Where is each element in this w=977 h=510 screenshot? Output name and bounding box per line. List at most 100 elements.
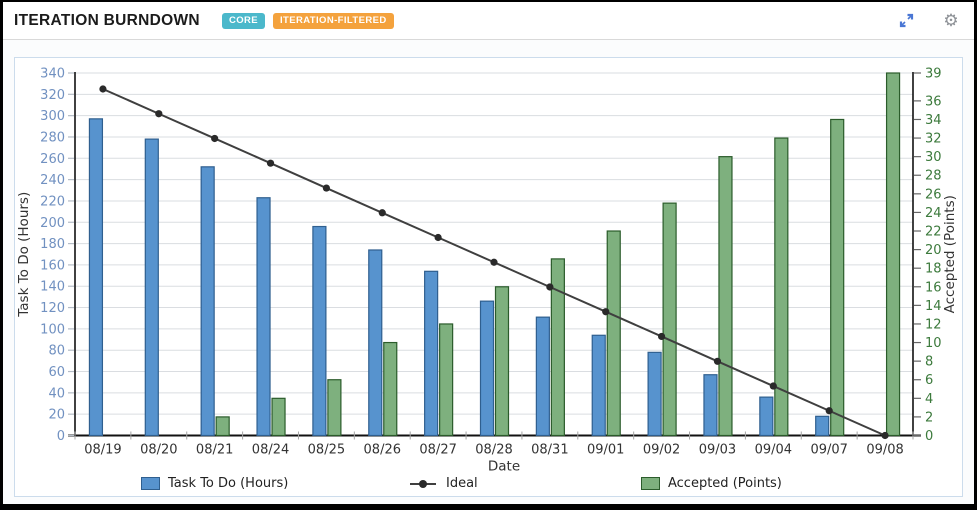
bar-task-to-do[interactable] xyxy=(703,374,718,437)
expand-icon[interactable] xyxy=(897,12,915,30)
iteration-filtered-badge: ITERATION-FILTERED xyxy=(273,12,394,29)
bar-accepted[interactable] xyxy=(550,258,565,437)
left-axis-tick-label: 140 xyxy=(40,280,65,295)
x-axis-title: Date xyxy=(488,459,520,475)
bar-task-to-do[interactable] xyxy=(647,351,662,437)
x-axis-label: 09/01 xyxy=(587,443,624,458)
chart-legend: Task To Do (Hours) Ideal Acce xyxy=(15,476,962,494)
x-axis-label: 08/26 xyxy=(364,443,401,458)
left-axis-tick-label: 240 xyxy=(40,173,65,188)
ideal-point[interactable] xyxy=(322,184,330,192)
ideal-point[interactable] xyxy=(546,283,554,291)
gear-icon[interactable]: ⚙ xyxy=(943,10,959,31)
bar-task-to-do[interactable] xyxy=(759,396,774,437)
legend-item-accepted[interactable]: Accepted (Points) xyxy=(641,476,782,491)
bar-task-to-do[interactable] xyxy=(815,415,830,437)
bar-accepted[interactable] xyxy=(327,379,342,437)
legend-marker-ideal xyxy=(408,478,438,490)
ideal-point[interactable] xyxy=(266,159,275,167)
bar-task-to-do[interactable] xyxy=(368,249,383,437)
right-axis-tick-label: 16 xyxy=(925,280,942,295)
widget-window: ITERATION BURNDOWN CORE ITERATION-FILTER… xyxy=(3,2,974,504)
x-axis-label: 08/27 xyxy=(419,443,456,458)
left-axis-tick-label: 40 xyxy=(48,386,65,401)
bar-task-to-do[interactable] xyxy=(144,138,159,437)
x-axis-label: 09/07 xyxy=(810,443,847,458)
right-axis-tick-label: 30 xyxy=(925,150,942,165)
legend-label-accepted: Accepted (Points) xyxy=(668,476,782,491)
ideal-point[interactable] xyxy=(490,258,498,266)
x-axis-label: 09/04 xyxy=(755,443,792,458)
left-axis-tick-label: 220 xyxy=(40,194,65,209)
bar-accepted[interactable] xyxy=(271,397,286,437)
bar-accepted[interactable] xyxy=(885,72,901,437)
right-axis-tick-label: 8 xyxy=(925,355,933,370)
right-axis-tick-label: 0 xyxy=(925,429,933,444)
ideal-point[interactable] xyxy=(602,308,610,316)
right-axis-tick-label: 32 xyxy=(925,132,942,147)
left-axis-tick-label: 100 xyxy=(40,322,65,337)
right-axis-tick-label: 26 xyxy=(925,187,942,202)
bar-accepted[interactable] xyxy=(830,118,845,437)
right-axis-tick-label: 24 xyxy=(925,206,942,221)
legend-item-task-to-do[interactable]: Task To Do (Hours) xyxy=(141,476,288,491)
x-axis-label: 08/31 xyxy=(531,443,568,458)
bar-task-to-do[interactable] xyxy=(479,300,495,437)
bar-task-to-do[interactable] xyxy=(591,334,606,437)
ideal-point[interactable] xyxy=(713,357,722,365)
left-axis-tick-label: 0 xyxy=(57,429,65,444)
ideal-point[interactable] xyxy=(99,85,107,93)
bar-accepted[interactable] xyxy=(774,137,789,437)
x-axis-label: 09/03 xyxy=(699,443,736,458)
chart-panel: 0 20 40 60 80 100 120 140 160 180 200 220 240 260 280 3… xyxy=(14,57,963,497)
left-axis-tick-label: 120 xyxy=(40,301,65,316)
bar-accepted[interactable] xyxy=(439,323,454,437)
x-axis-label: 08/21 xyxy=(196,443,233,458)
bar-accepted[interactable] xyxy=(662,202,677,437)
left-axis-tick-label: 300 xyxy=(40,109,65,124)
left-axis-tick-label: 320 xyxy=(40,88,65,103)
ideal-point[interactable] xyxy=(658,332,666,341)
right-axis-tick-label: 20 xyxy=(925,243,942,258)
x-axis-label: 08/25 xyxy=(308,443,345,458)
right-axis-tick-label: 22 xyxy=(925,225,942,240)
header-actions: ⚙ xyxy=(897,12,960,30)
bar-task-to-do[interactable] xyxy=(424,270,439,437)
bar-task-to-do[interactable] xyxy=(256,197,271,437)
bar-accepted[interactable] xyxy=(383,341,398,437)
right-axis-tick-label: 34 xyxy=(925,113,942,128)
ideal-point[interactable] xyxy=(378,209,386,217)
bar-accepted[interactable] xyxy=(606,230,621,437)
x-axis-label: 09/08 xyxy=(866,443,903,458)
bar-task-to-do[interactable] xyxy=(200,166,215,437)
ideal-point[interactable] xyxy=(211,134,219,143)
ideal-point[interactable] xyxy=(155,110,163,118)
right-axis-tick-label: 2 xyxy=(925,410,933,425)
bar-accepted[interactable] xyxy=(494,286,510,437)
legend-item-ideal[interactable]: Ideal xyxy=(408,476,478,491)
legend-label-task-to-do: Task To Do (Hours) xyxy=(168,476,289,491)
right-axis-tick-label: 14 xyxy=(925,299,942,314)
right-axis-title: Accepted (Points) xyxy=(942,195,958,313)
left-axis-tick-label: 60 xyxy=(48,365,65,380)
left-axis-tick-label: 260 xyxy=(40,152,65,167)
x-axis-label: 08/19 xyxy=(84,443,121,458)
ideal-point[interactable] xyxy=(825,407,833,415)
core-badge: CORE xyxy=(221,12,265,29)
page-title: ITERATION BURNDOWN xyxy=(14,11,200,29)
left-axis-tick-label: 160 xyxy=(40,258,65,273)
bar-task-to-do[interactable] xyxy=(535,316,550,437)
right-axis-tick-label: 4 xyxy=(925,392,933,407)
ideal-point[interactable] xyxy=(434,233,442,242)
bar-task-to-do[interactable] xyxy=(88,118,104,437)
ideal-point[interactable] xyxy=(881,431,889,440)
bar-task-to-do[interactable] xyxy=(312,225,327,437)
bar-accepted[interactable] xyxy=(718,156,733,437)
ideal-point[interactable] xyxy=(769,382,777,390)
left-axis-title: Task To Do (Hours) xyxy=(16,192,32,318)
left-axis-tick-label: 340 xyxy=(40,67,65,82)
widget-body: 0 20 40 60 80 100 120 140 160 180 200 220 240 260 280 3… xyxy=(3,40,974,504)
bar-accepted[interactable] xyxy=(215,416,230,437)
burndown-chart: 0204060801001201401601802002202402602803… xyxy=(16,67,958,475)
